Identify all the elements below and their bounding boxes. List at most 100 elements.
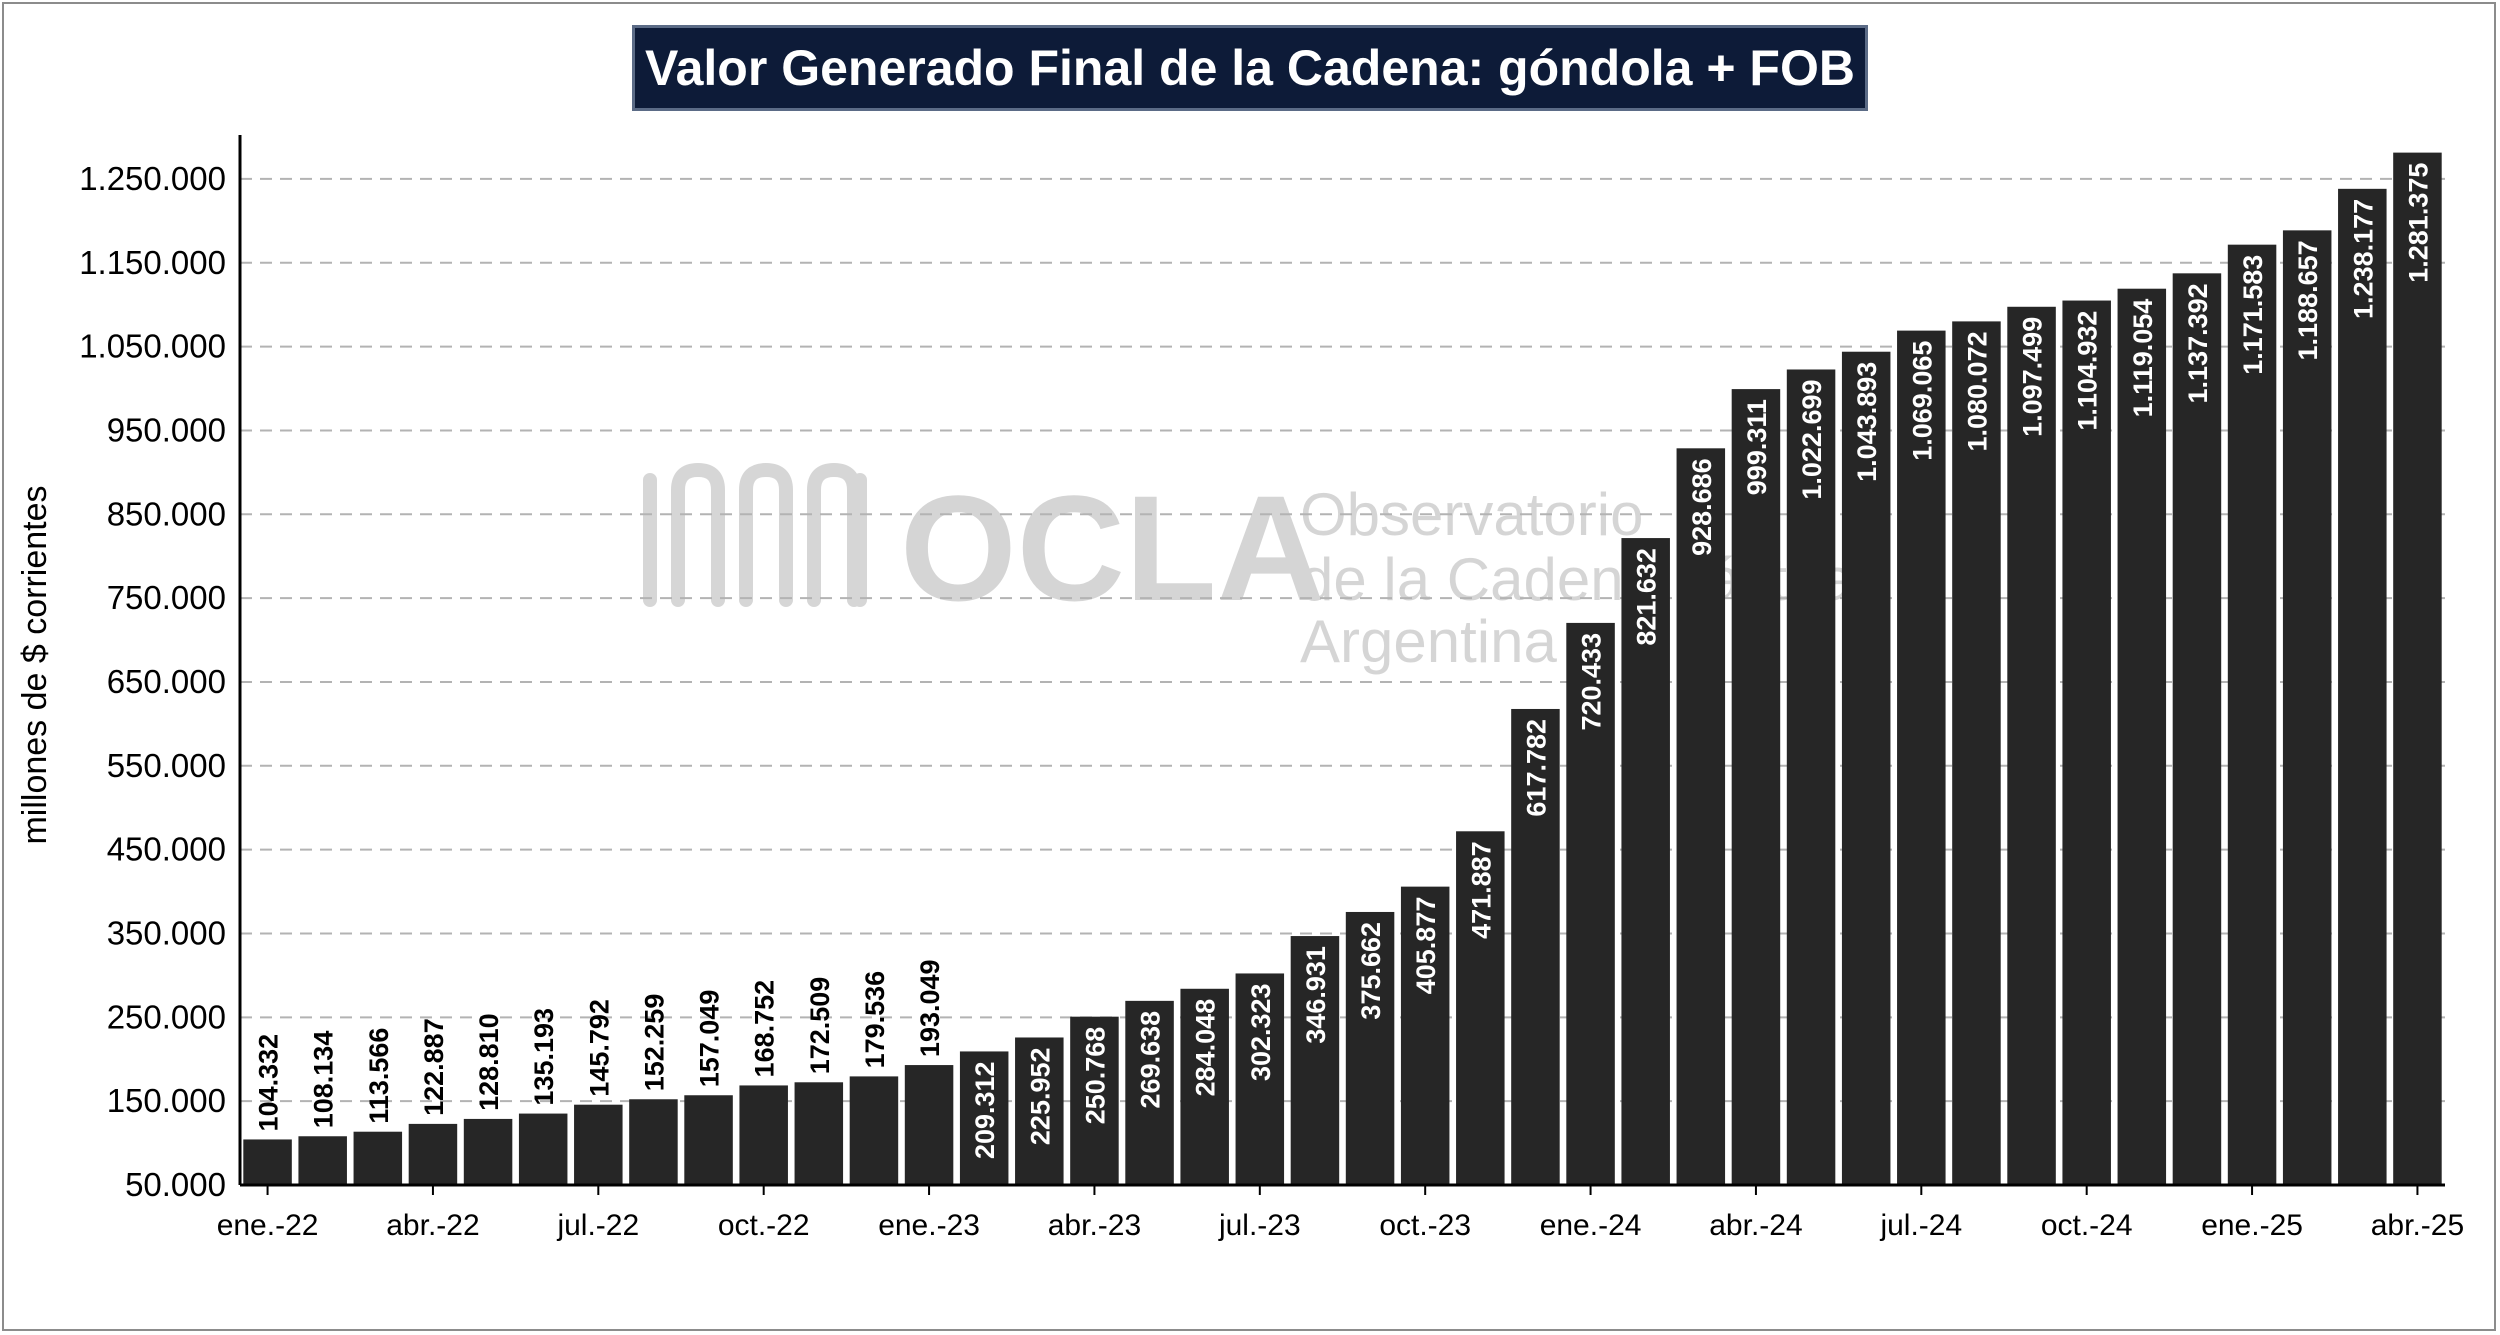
bar [1897,330,1946,1185]
ocla-logo-icon [643,462,867,607]
bar [1566,622,1615,1185]
y-tick-label: 350.000 [107,914,226,951]
data-label: 999.311 [1742,399,1772,495]
bar [298,1136,347,1185]
x-tick-label: abr.-23 [1048,1209,1141,1242]
y-tick-label: 1.250.000 [79,160,226,197]
y-tick-label: 1.150.000 [79,244,226,281]
y-tick-label: 250.000 [107,998,226,1035]
bar [2338,188,2387,1185]
bar [629,1099,678,1185]
y-tick-labels: 50.000 150.000 250.000 350.000 450.000 550.00… [79,160,226,1203]
data-label: 284.048 [1191,999,1221,1097]
bar [2393,152,2442,1185]
bar [463,1118,513,1185]
data-label: 135.193 [529,1008,559,1106]
bar [2172,273,2222,1185]
x-tick-label: abr.-24 [1709,1209,1802,1242]
y-tick-label: 550.000 [107,747,226,784]
y-tick-label: 650.000 [107,663,226,700]
data-label: 113.566 [364,1028,394,1124]
chart-title-box: Valor Generado Final de la Cadena: góndo… [632,25,1868,111]
x-tick-label: ene.-22 [217,1209,319,1242]
x-tick-label: oct.-22 [718,1209,810,1242]
bar [1676,448,1726,1185]
y-tick-label: 150.000 [107,1082,226,1119]
x-tick-label: oct.-23 [1379,1209,1471,1242]
bar [2117,288,2167,1185]
data-labels: 104.332 108.134 113.566 122.887 128.810 135.1… [254,163,2434,1159]
bar [959,1051,1009,1185]
y-tick-label: 1.050.000 [79,328,226,365]
y-tick-label: 750.000 [107,579,226,616]
bar [849,1076,899,1185]
x-tick-label: oct.-24 [2041,1209,2133,1242]
gridlines [240,177,2445,1103]
bar [1621,538,1670,1185]
data-label: 928.686 [1687,458,1717,556]
data-label: 172.509 [805,977,835,1075]
data-label: 1.171.583 [2238,255,2268,375]
x-tick-label: abr.-22 [386,1209,479,1242]
x-tick-label: abr.-25 [2371,1209,2464,1242]
data-label: 1.119.054 [2128,299,2158,418]
y-axis-title: millones de $ corrientes [16,485,54,844]
bar [408,1123,458,1185]
bar [1731,389,1781,1185]
bar [574,1104,623,1185]
y-tick-label: 450.000 [107,831,226,868]
bar [353,1131,403,1185]
data-label: 145.792 [584,999,614,1097]
data-label: 104.332 [254,1034,284,1132]
bar [2282,230,2332,1185]
data-label: 1.043.893 [1852,362,1882,482]
data-label: 179.536 [860,971,890,1069]
data-label: 209.312 [970,1061,1000,1159]
data-label: 1.281.375 [2403,163,2433,283]
data-label: 108.134 [309,1031,339,1129]
data-label: 720.433 [1577,633,1607,731]
bar [1015,1037,1064,1185]
data-label: 346.931 [1301,946,1331,1044]
bar [1180,988,1229,1185]
data-label: 1.097.499 [2018,317,2048,437]
bar [1952,321,2001,1185]
bar [2007,306,2056,1185]
x-tick-label: ene.-25 [2201,1209,2303,1242]
data-label: 1.238.177 [2348,199,2378,319]
bar [794,1082,844,1185]
data-label: 128.810 [474,1013,504,1111]
data-label: 821.632 [1632,548,1662,646]
bar [739,1085,788,1185]
data-label: 1.137.392 [2183,283,2213,403]
watermark-brand: OCLA [900,464,1325,632]
x-tick-label: jul.-22 [556,1209,639,1242]
data-label: 375.662 [1356,922,1386,1020]
data-label: 157.049 [695,990,725,1088]
data-label: 617.782 [1521,719,1551,817]
bar [904,1065,954,1185]
x-tick-label: ene.-24 [1540,1209,1642,1242]
bar [2062,300,2111,1185]
ocla-watermark: OCLA Observatorio de la Cadena Láctea Ar… [643,462,1854,675]
bars [243,152,2442,1186]
bar [684,1095,733,1185]
x-tick-label: jul.-24 [1879,1209,1962,1242]
bar [518,1113,568,1185]
y-tick-label: 50.000 [125,1166,226,1203]
bar [1345,911,1395,1185]
y-tick-label: 850.000 [107,495,226,532]
bar [243,1139,292,1185]
data-label: 1.104.932 [2073,311,2103,431]
data-label: 193.049 [915,959,945,1057]
bar [2227,244,2277,1186]
data-label: 168.752 [750,980,780,1078]
bar [1841,351,1891,1186]
bar [1786,369,1836,1186]
x-tick-label: ene.-23 [878,1209,980,1242]
data-label: 152.259 [639,994,669,1092]
data-label: 302.323 [1246,983,1276,1081]
y-tick-label: 950.000 [107,411,226,448]
data-label: 471.887 [1466,841,1496,939]
